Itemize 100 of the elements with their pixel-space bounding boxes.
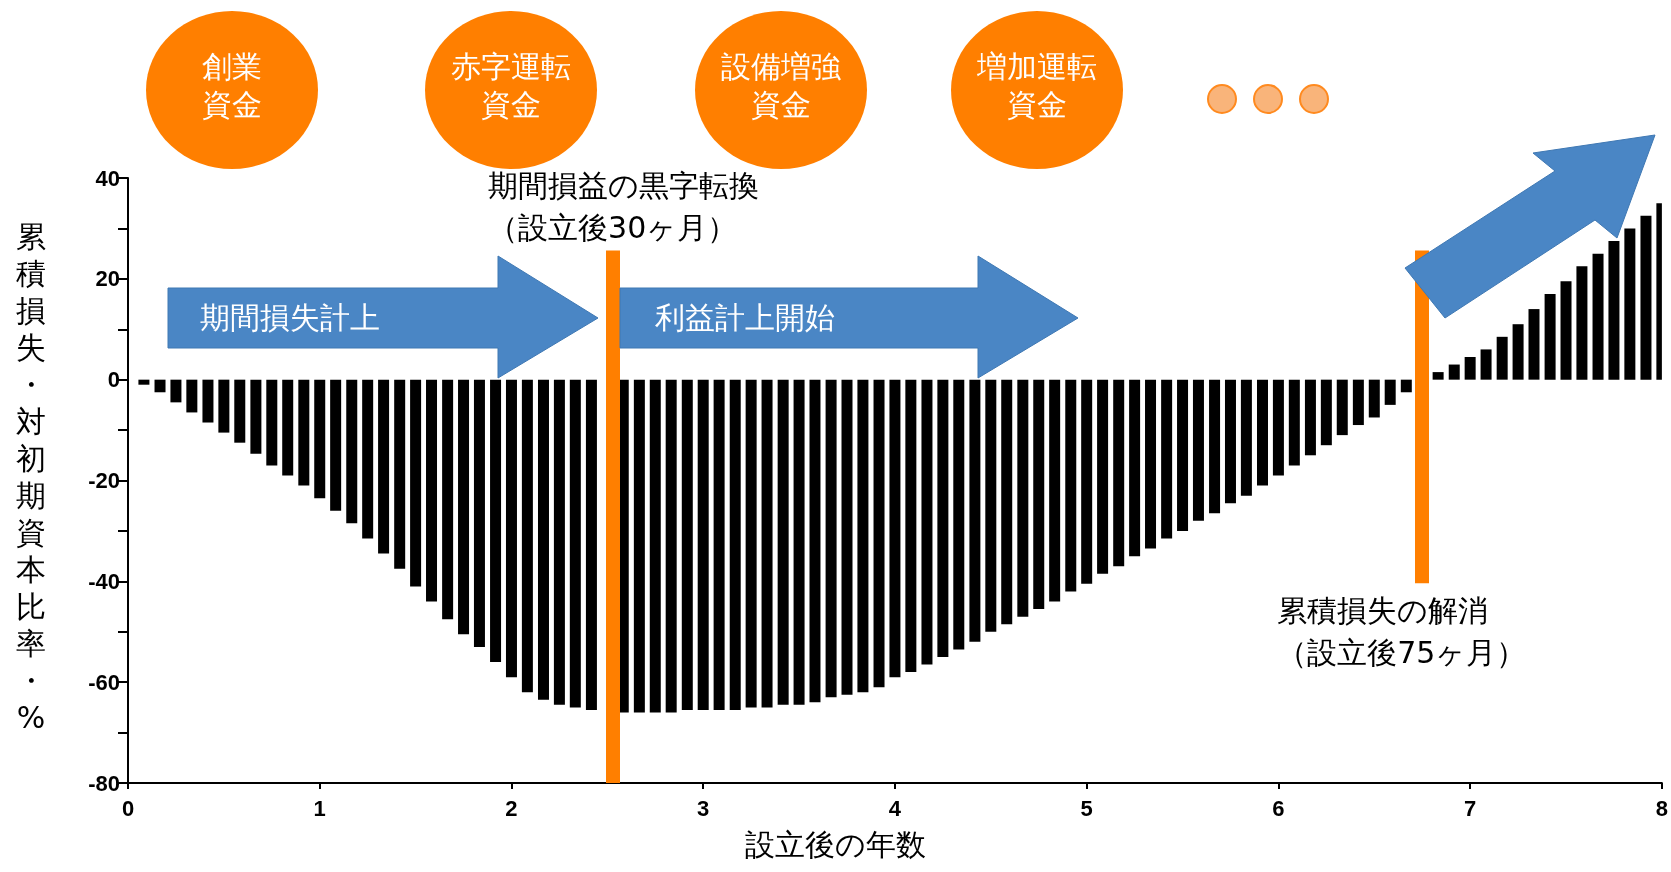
bar	[1272, 379, 1284, 476]
bar	[282, 379, 294, 476]
bar	[218, 379, 230, 433]
y-tick-label: 40	[95, 165, 120, 191]
bar	[1033, 379, 1045, 610]
bar	[1576, 266, 1588, 380]
bar	[1001, 379, 1013, 625]
bar	[490, 379, 502, 662]
text: 増加運転資金	[976, 48, 1098, 123]
bar	[697, 379, 709, 710]
bar	[138, 379, 150, 385]
bar	[969, 379, 981, 642]
bar	[921, 379, 933, 665]
x-tick-label: 8	[1655, 795, 1669, 821]
bar	[1065, 379, 1077, 592]
bar	[426, 379, 438, 602]
bar	[1161, 379, 1173, 539]
bar	[537, 379, 549, 700]
bar	[1560, 281, 1572, 380]
bar	[985, 379, 997, 632]
bar	[953, 379, 965, 650]
bar	[1624, 228, 1636, 380]
bar	[394, 379, 406, 569]
bar	[889, 379, 901, 678]
bar	[1336, 379, 1348, 436]
bar	[1496, 336, 1508, 380]
bar	[1257, 379, 1268, 486]
bar	[330, 379, 342, 511]
bar	[777, 379, 789, 705]
bar	[473, 379, 485, 647]
bar	[266, 379, 278, 466]
bar	[665, 379, 677, 713]
bar	[649, 379, 661, 713]
text: 赤字運転資金	[450, 48, 572, 123]
bar	[1384, 379, 1396, 405]
bar	[585, 379, 597, 710]
bar	[458, 379, 470, 635]
bar	[1448, 364, 1460, 380]
bar	[1177, 379, 1189, 531]
y-tick-label: 0	[107, 367, 120, 393]
bar	[362, 379, 374, 539]
bar	[1640, 215, 1652, 380]
bar	[1145, 379, 1157, 549]
bar	[1400, 379, 1412, 393]
annotation: 利益計上開始	[655, 299, 835, 337]
bar	[1320, 379, 1332, 446]
bar	[793, 379, 805, 705]
text: 創業資金	[201, 48, 263, 123]
bar	[1081, 379, 1093, 584]
bar	[1097, 379, 1109, 574]
bar	[1224, 379, 1236, 504]
text: 累積損失・対初期資本比率・%	[16, 219, 46, 735]
bar	[505, 379, 517, 678]
bar	[170, 379, 182, 403]
bar	[873, 379, 885, 688]
bar	[202, 379, 214, 423]
bar	[905, 379, 917, 673]
x-tick-label: 7	[1464, 795, 1477, 821]
y-tick-label: 20	[95, 266, 120, 292]
y-tick-label: -80	[88, 770, 120, 796]
bar	[1129, 379, 1141, 557]
text: 設備増強資金	[720, 48, 842, 123]
bar	[1049, 379, 1061, 602]
x-tick-label: 3	[697, 795, 710, 821]
bar	[1192, 379, 1204, 521]
x-axis-title: 設立後の年数	[744, 826, 927, 864]
bar	[1113, 379, 1125, 567]
y-tick-label: -20	[88, 468, 120, 493]
bar	[809, 379, 821, 703]
x-tick-label: 2	[505, 795, 518, 821]
bar	[1480, 349, 1492, 380]
bar	[857, 379, 869, 693]
bar	[250, 379, 262, 454]
bar	[1544, 293, 1556, 380]
bar	[553, 379, 565, 705]
bar	[1240, 379, 1252, 496]
bar	[1352, 379, 1364, 426]
bar	[1304, 379, 1316, 456]
bar	[154, 379, 166, 393]
bar	[234, 379, 246, 443]
bar	[410, 379, 422, 587]
y-tick-label: -60	[88, 669, 120, 695]
bar	[346, 379, 358, 524]
bar	[713, 379, 725, 710]
annotation: 期間損失計上	[200, 299, 380, 337]
x-tick-label: 6	[1272, 795, 1285, 821]
bar	[298, 379, 310, 486]
bar	[1528, 309, 1540, 380]
x-tick-label: 4	[888, 795, 902, 821]
bar	[745, 379, 757, 708]
bar	[1209, 379, 1221, 514]
bar	[521, 379, 533, 693]
bar	[1464, 356, 1476, 380]
bar	[1288, 379, 1300, 466]
bar	[1512, 324, 1524, 380]
bar	[937, 379, 949, 657]
ref-line-label: 期間損益の黒字転換（設立後30ヶ月）	[488, 167, 761, 247]
x-tick-label: 1	[313, 795, 326, 821]
bar	[761, 379, 773, 708]
bar	[681, 379, 693, 710]
